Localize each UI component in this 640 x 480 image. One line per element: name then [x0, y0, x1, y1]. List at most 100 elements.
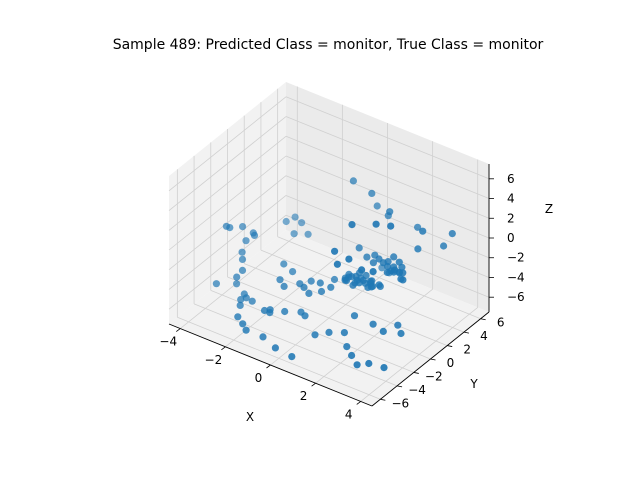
data-point — [266, 309, 274, 317]
data-point — [368, 189, 376, 197]
data-point — [280, 260, 288, 268]
data-point — [239, 320, 247, 328]
grid-z-left — [168, 155, 287, 251]
data-point — [397, 329, 405, 338]
data-point — [316, 279, 324, 287]
data-point — [419, 227, 427, 235]
data-point — [394, 321, 402, 329]
z-axis-label: Z — [545, 202, 553, 216]
data-point — [355, 244, 363, 252]
data-point — [327, 283, 335, 291]
x-tick-label: 2 — [300, 389, 308, 403]
x-tick-label: 4 — [345, 407, 353, 421]
data-point — [305, 289, 313, 297]
x-tick-mark — [176, 328, 181, 332]
data-points — [212, 177, 456, 372]
data-point — [331, 247, 339, 255]
grid-z-back — [285, 155, 490, 239]
data-point — [222, 222, 230, 230]
data-point — [280, 282, 288, 290]
grid-y-floor — [193, 303, 398, 387]
y-tick-mark — [413, 372, 419, 374]
data-point — [343, 343, 351, 351]
x-tick-mark — [221, 346, 226, 351]
data-point — [349, 281, 357, 289]
data-point — [380, 364, 388, 372]
x-tick-label: 0 — [255, 371, 263, 385]
data-point — [237, 296, 245, 304]
data-point — [369, 259, 377, 267]
data-point — [345, 255, 353, 263]
y-tick-label: −2 — [425, 369, 443, 383]
grid-z-back — [285, 135, 490, 219]
data-point — [248, 297, 256, 305]
data-point — [300, 283, 308, 291]
data-point — [290, 230, 298, 238]
data-point — [353, 361, 361, 369]
y-tick-mark — [380, 398, 386, 401]
data-point — [242, 237, 250, 245]
data-point — [238, 248, 246, 256]
x-tick-label: −4 — [159, 335, 177, 349]
data-point — [301, 312, 309, 320]
data-point — [307, 277, 315, 285]
grid-z-left — [168, 96, 287, 192]
data-point — [363, 253, 371, 261]
z-tick-label: 2 — [507, 211, 515, 225]
data-point — [367, 283, 375, 291]
data-point — [399, 269, 407, 277]
x-tick-mark — [356, 401, 361, 405]
grid-z-back — [285, 96, 490, 180]
chart-title: Sample 489: Predicted Class = monitor, T… — [113, 37, 544, 53]
data-point — [288, 353, 296, 361]
data-point — [239, 223, 247, 231]
grid-z-left — [168, 214, 287, 310]
x-tick-mark — [266, 364, 271, 369]
data-point — [369, 268, 377, 276]
data-point — [271, 344, 279, 352]
grid-z-left — [168, 116, 287, 211]
z-tick-label: −2 — [507, 251, 525, 265]
data-point — [373, 202, 381, 210]
data-point — [387, 222, 395, 230]
z-tick-label: 0 — [507, 231, 515, 245]
y-tick-label: 6 — [497, 316, 505, 330]
data-point — [250, 231, 259, 239]
data-point — [291, 213, 299, 221]
y-tick-label: −4 — [408, 383, 426, 397]
data-point — [348, 221, 356, 229]
grid-y-floor — [277, 236, 481, 320]
data-point — [414, 223, 422, 231]
z-tick-label: 6 — [507, 172, 515, 186]
y-tick-label: 0 — [447, 356, 455, 370]
grid-y-floor — [177, 316, 381, 400]
grid-z-back — [285, 214, 490, 298]
data-point — [282, 217, 290, 226]
y-tick-label: 2 — [463, 343, 471, 357]
data-point — [233, 273, 241, 281]
data-point — [448, 230, 456, 238]
data-point — [276, 276, 284, 284]
data-point — [317, 287, 326, 296]
y-tick-label: 4 — [480, 329, 488, 343]
data-point — [369, 320, 377, 328]
grid-z-back — [285, 116, 490, 199]
y-tick-mark — [430, 358, 436, 361]
data-point — [242, 326, 250, 334]
y-tick-mark — [480, 318, 486, 321]
data-point — [386, 208, 394, 216]
axis-gridlines — [168, 86, 490, 402]
y-tick-label: −6 — [392, 396, 410, 410]
data-point — [399, 276, 407, 284]
data-point — [325, 328, 333, 336]
grid-z-back — [285, 195, 490, 278]
data-point — [414, 245, 422, 253]
data-point — [358, 266, 366, 274]
data-point — [233, 280, 241, 288]
data-point — [238, 255, 247, 263]
data-point — [259, 333, 267, 341]
data-point — [379, 327, 387, 335]
data-point — [236, 301, 244, 309]
